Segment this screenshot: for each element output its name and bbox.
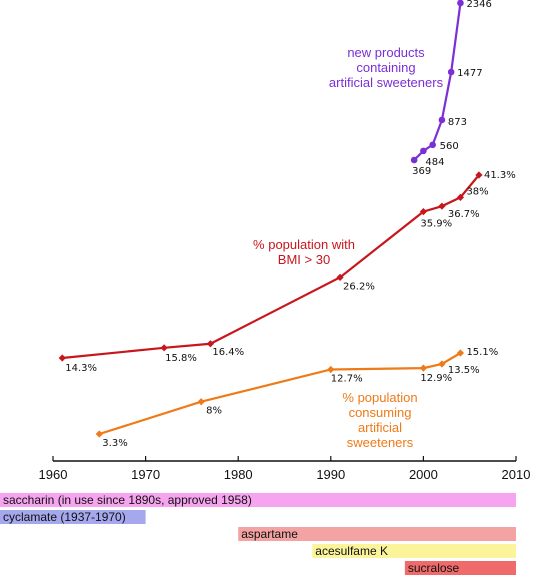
data-point [420, 147, 427, 155]
x-tick-label: 1960 [39, 467, 68, 482]
series-label-line: % population [342, 390, 417, 405]
series-label-line: BMI > 30 [278, 252, 330, 267]
series-label-line: artificial sweeteners [329, 75, 444, 90]
series-bmi: 14.3% 15.8% 16.4% 26.2% 35.9%36.7% 38% 41.3% % … [58, 170, 516, 374]
sweetener-bar: acesulfame K [312, 544, 516, 558]
sweetener-label: sucralose [408, 561, 460, 575]
data-label: 873 [448, 117, 467, 128]
x-tick-label: 2010 [502, 467, 531, 482]
sweetener-bar-fill [238, 527, 516, 541]
data-label: 12.7% [331, 373, 363, 384]
sweetener-label: saccharin (in use since 1890s, approved … [3, 493, 252, 507]
series-label-line: % population with [253, 237, 355, 252]
x-axis: 1960 1970 1980 1990 2000 2010 [39, 456, 531, 482]
data-label: 38% [466, 186, 488, 197]
data-point [410, 156, 418, 164]
data-point [429, 141, 436, 149]
data-label: 12.9% [420, 373, 452, 384]
data-label: 2346 [466, 0, 491, 10]
series-label-consuming: % population consuming artificial sweetener… [342, 390, 417, 450]
data-point [457, 0, 464, 7]
series-consuming: 3.3% 8% 12.7% 12.9%13.5% 15.1% % population co… [95, 347, 498, 450]
data-point [95, 430, 103, 438]
data-point [447, 68, 455, 76]
sweetener-timeline: saccharin (in use since 1890s, approved … [0, 493, 516, 575]
data-label: 1477 [457, 68, 482, 79]
data-point [206, 340, 215, 348]
data-point [438, 116, 446, 124]
series-label-line: artificial [358, 420, 402, 435]
data-point [419, 208, 427, 216]
data-point [456, 349, 465, 357]
sweetener-bar-fill [312, 544, 516, 558]
data-label: 41.3% [484, 170, 516, 181]
data-label: 13.5% [448, 365, 480, 376]
series-label-line: new products [347, 45, 425, 60]
sweetener-bar-fill [0, 493, 516, 507]
data-point [475, 171, 483, 179]
data-point [438, 202, 446, 210]
series-label-products: new products containing artificial sweeten… [329, 45, 444, 90]
data-label: 35.9% [420, 219, 452, 230]
data-label: 26.2% [343, 281, 375, 292]
series-label-line: containing [356, 60, 415, 75]
sweetener-bar: saccharin (in use since 1890s, approved … [0, 493, 516, 507]
data-label: 15.8% [165, 353, 197, 364]
x-tick-label: 1970 [131, 467, 160, 482]
data-label: 3.3% [102, 438, 127, 449]
sweetener-label: aspartame [241, 527, 298, 541]
data-point [160, 344, 168, 352]
data-label: 8% [206, 406, 222, 417]
sweetener-bar: sucralose [404, 561, 516, 575]
data-point [419, 364, 427, 372]
series-label-line: consuming [349, 405, 412, 420]
data-label: 15.1% [466, 347, 498, 358]
series-line-bmi [62, 174, 480, 360]
x-tick-label: 2000 [409, 467, 438, 482]
data-point [327, 365, 335, 374]
sweetener-bar-fill [0, 510, 146, 524]
sweetener-label: acesulfame K [315, 544, 388, 558]
sweetener-label: cyclamate (1937-1970) [3, 510, 126, 524]
series-line-consuming [98, 352, 462, 436]
x-tick-label: 1990 [316, 467, 345, 482]
data-label: 484 [425, 157, 444, 168]
sweetener-bar: cyclamate (1937-1970) [0, 510, 146, 524]
data-point [336, 273, 344, 281]
x-tick-label: 1980 [224, 467, 253, 482]
series-label-bmi: % population with BMI > 30 [253, 237, 355, 267]
data-label: 560 [440, 141, 459, 152]
data-point [456, 193, 465, 201]
data-label: 36.7% [448, 209, 480, 220]
data-label: 369 [412, 166, 431, 177]
sweetener-bar-fill [404, 561, 516, 575]
data-label: 14.3% [65, 363, 97, 374]
sweetener-bar: aspartame [238, 527, 516, 541]
data-point [58, 354, 66, 362]
data-point [197, 398, 205, 406]
data-point [438, 360, 446, 368]
data-label: 16.4% [212, 347, 244, 358]
series-label-line: sweeteners [347, 435, 414, 450]
